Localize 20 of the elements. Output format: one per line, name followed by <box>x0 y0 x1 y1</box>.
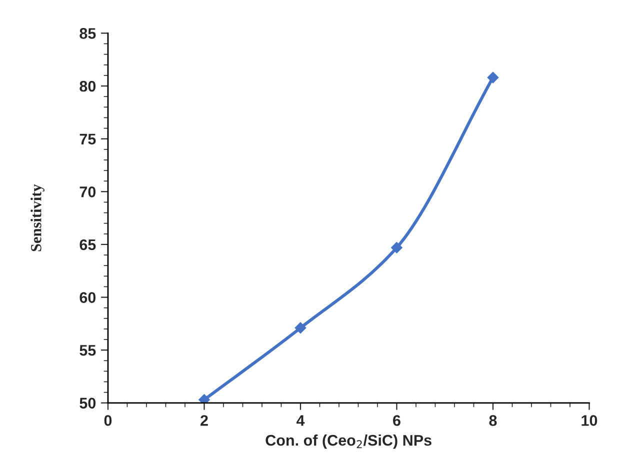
x-tick-label: 6 <box>393 415 400 426</box>
y-tick-label: 60 <box>80 292 96 303</box>
point <box>487 72 499 84</box>
point <box>391 242 402 254</box>
y-tick-label: 85 <box>80 28 96 39</box>
x-tick-label: 2 <box>200 415 208 426</box>
x-tick-label: 10 <box>582 415 598 426</box>
y-tick-label: 50 <box>80 398 96 409</box>
point <box>198 394 210 403</box>
y-tick-label: 55 <box>80 345 96 356</box>
x-tick-label: 8 <box>489 415 497 426</box>
y-axis-title: Sensitivity <box>30 184 44 252</box>
x-axis-title: Con. of (Ceo$_{2}$/SiC) NPs <box>266 434 432 449</box>
x-tick-label: 0 <box>104 415 112 426</box>
y-tick-label: 75 <box>80 134 96 144</box>
y-tick-label: 70 <box>80 186 96 198</box>
point <box>294 322 306 334</box>
y-tick-label: 80 <box>80 80 96 92</box>
x-tick-label: 4 <box>296 415 305 426</box>
y-tick-label: 65 <box>80 239 96 250</box>
